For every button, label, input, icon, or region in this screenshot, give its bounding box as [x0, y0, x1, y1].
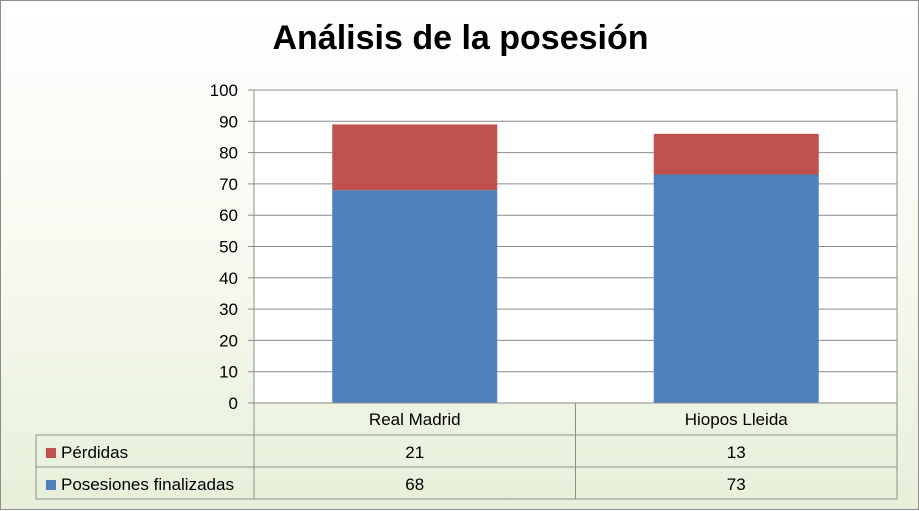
y-tick-label: 100 [210, 81, 238, 100]
data-table-value: 73 [727, 475, 746, 494]
data-table-value: 21 [405, 443, 424, 462]
y-tick-label: 70 [219, 175, 238, 194]
y-axis-ticks: 0 10 20 30 40 50 60 70 80 90 100 [210, 81, 254, 413]
data-table: Real Madrid Hiopos Lleida Pérdidas 21 13 Pose… [35, 402, 898, 500]
y-tick-label: 40 [219, 269, 238, 288]
y-tick-label: 0 [229, 394, 238, 413]
y-tick-label: 10 [219, 363, 238, 382]
legend-swatch [46, 480, 56, 490]
data-table-value: 13 [727, 443, 746, 462]
legend-swatch [46, 448, 56, 458]
bar-perdidas-1 [653, 133, 819, 175]
bar-posesiones-0 [332, 190, 498, 403]
x-tick-label: Real Madrid [369, 410, 461, 429]
x-tick-label: Hiopos Lleida [685, 410, 789, 429]
bars [332, 124, 819, 403]
legend-label: Posesiones finalizadas [61, 475, 234, 494]
chart-title: Análisis de la posesión [272, 19, 649, 57]
y-tick-label: 50 [219, 238, 238, 257]
y-tick-label: 90 [219, 112, 238, 131]
y-tick-label: 80 [219, 144, 238, 163]
legend-label: Pérdidas [61, 443, 128, 462]
y-tick-label: 20 [219, 331, 238, 350]
y-tick-label: 30 [219, 300, 238, 319]
bar-perdidas-0 [332, 124, 498, 191]
data-table-value: 68 [405, 475, 424, 494]
y-tick-label: 60 [219, 206, 238, 225]
bar-posesiones-1 [653, 174, 819, 403]
